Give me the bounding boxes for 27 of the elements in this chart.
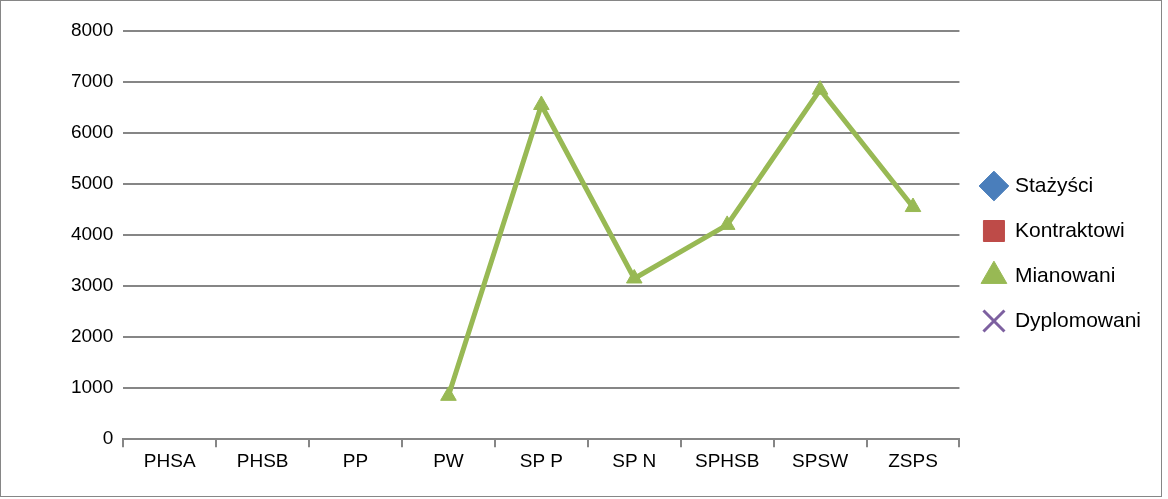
legend-label: Stażyści — [1014, 172, 1094, 196]
y-tick-label: 3000 — [70, 274, 114, 296]
y-tick-label: 2000 — [70, 325, 114, 347]
y-tick-label: 6000 — [70, 121, 114, 143]
point — [904, 197, 922, 213]
x-tick-label: SP P — [519, 449, 563, 471]
x-tick-label: ZSPS — [888, 449, 938, 471]
point — [440, 386, 457, 401]
x-tick-label: PHSA — [143, 449, 196, 471]
point — [811, 80, 829, 95]
legend-label: Kontraktowi — [1014, 217, 1125, 241]
y-tick-label: 0 — [102, 427, 114, 449]
y-tick-label: 8000 — [70, 19, 114, 41]
point — [533, 95, 550, 110]
x-tick-label: SPSW — [792, 449, 849, 471]
legend-label: Mianowani — [1014, 262, 1116, 286]
x-tick-label: PW — [433, 449, 464, 471]
x-tick-label: SP N — [612, 449, 657, 471]
x-tick-label: PP — [342, 449, 369, 471]
y-tick-label: 7000 — [70, 70, 114, 92]
y-tick-label: 4000 — [70, 223, 114, 245]
y-tick-label: 1000 — [70, 376, 114, 398]
x-tick-label: PHSB — [236, 449, 289, 471]
point — [625, 268, 643, 284]
legend-label: Dyplomowani — [1014, 307, 1142, 331]
x-tick-label: SPHSB — [694, 449, 760, 471]
y-tick-label: 5000 — [70, 172, 114, 194]
